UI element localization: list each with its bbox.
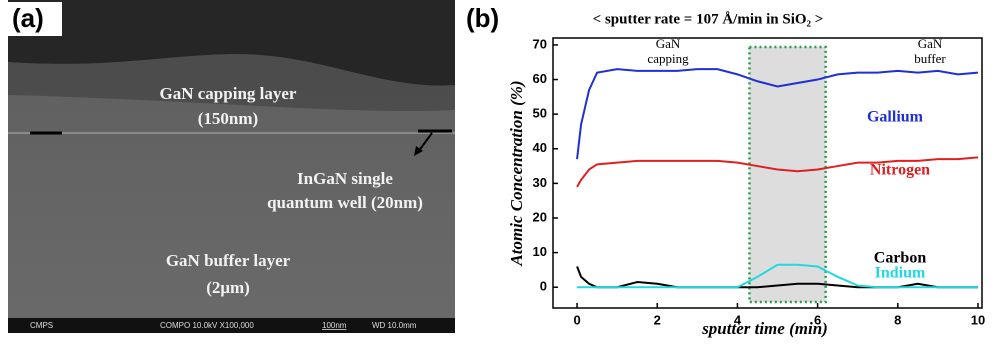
x-tick-label: 4: [734, 312, 742, 327]
y-tick-label: 50: [533, 106, 547, 121]
chart: (b) < sputter rate = 107 Å/min in SiO₂ >…: [466, 3, 985, 338]
chart-title: < sputter rate = 107 Å/min in SiO₂ >: [593, 11, 824, 27]
annotation: buffer: [914, 51, 946, 66]
sem-text: GaN capping layer: [160, 84, 297, 103]
panel-label: (a): [12, 3, 44, 33]
panel-label: (b): [466, 3, 499, 33]
y-tick-label: 20: [533, 209, 547, 224]
x-tick-label: 2: [654, 312, 661, 327]
info-text: COMPO 10.0kV X100,000: [160, 321, 254, 330]
info-text: WD 10.0mm: [372, 321, 417, 330]
sem-text: GaN buffer layer: [166, 251, 291, 270]
sem-text: InGaN single: [297, 169, 393, 188]
y-tick-label: 30: [533, 175, 547, 190]
series-label: Nitrogen: [870, 162, 930, 179]
sem-text: (2μm): [206, 278, 250, 297]
x-tick-label: 0: [573, 312, 580, 327]
x-tick-label: 8: [894, 312, 901, 327]
y-tick-label: 70: [533, 36, 547, 51]
quantum-well-line: [8, 132, 455, 134]
y-tick-label: 60: [533, 71, 547, 86]
sem-image: (a) GaN capping layer (150nm) InGaN sing…: [8, 0, 455, 333]
series-label: Indium: [875, 265, 926, 282]
annotation: GaN: [656, 36, 681, 51]
annotation: capping: [647, 51, 689, 66]
series-label: Gallium: [867, 109, 924, 126]
info-text: CMPS: [30, 321, 53, 330]
sem-text: (150nm): [198, 109, 258, 128]
x-axis-label: sputter time (min): [701, 319, 828, 338]
x-tick-label: 10: [971, 312, 985, 327]
info-text: 100nm: [322, 321, 347, 330]
sem-text: quantum well (20nm): [267, 193, 423, 212]
annotation: GaN: [918, 36, 943, 51]
y-tick-label: 40: [533, 140, 547, 155]
y-axis-label: Atomic Concentration (%): [507, 80, 526, 266]
figure: (a) GaN capping layer (150nm) InGaN sing…: [0, 0, 996, 348]
y-tick-label: 10: [533, 244, 547, 259]
x-tick-label: 6: [814, 312, 821, 327]
y-tick-label: 0: [540, 279, 547, 294]
